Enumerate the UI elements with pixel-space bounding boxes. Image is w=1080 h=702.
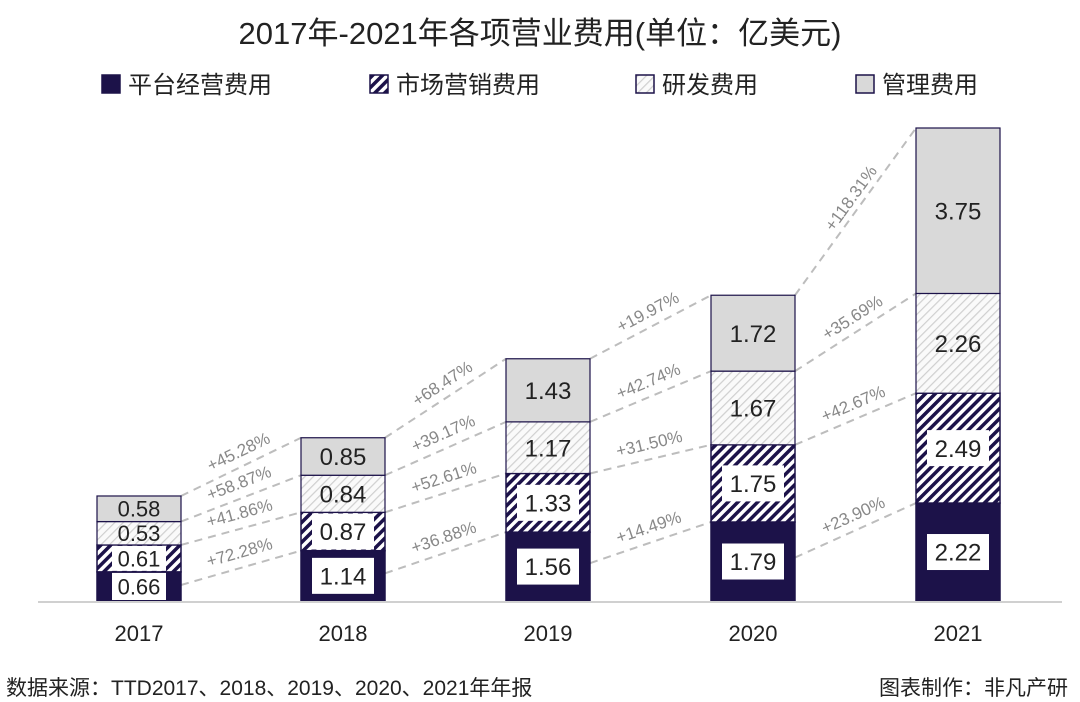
value-label-box: [112, 572, 166, 600]
growth-line: [794, 292, 917, 372]
growth-line: [384, 472, 507, 514]
growth-label: +14.49%: [614, 508, 684, 548]
growth-line: [589, 370, 712, 423]
growth-line: [794, 392, 917, 446]
value-label: 1.79: [730, 549, 777, 576]
value-label: 1.43: [525, 378, 572, 405]
legend-swatch: [855, 74, 875, 94]
value-label: 1.14: [320, 563, 367, 590]
credit-note: 图表制作：非凡产研: [879, 677, 1068, 700]
value-label: 1.33: [525, 490, 572, 517]
value-label-box: [927, 430, 989, 467]
value-label-box: [312, 557, 374, 594]
growth-line: [384, 357, 507, 439]
x-tick-label: 2017: [115, 621, 164, 646]
value-label-box: [722, 543, 784, 580]
bar-segment: [300, 437, 386, 476]
growth-line: [384, 531, 507, 575]
bar-segment: [96, 495, 182, 523]
growth-label: +36.88%: [409, 518, 479, 558]
x-tick-label: 2019: [524, 621, 573, 646]
legend-label: 平台经营费用: [128, 72, 272, 99]
value-label: 1.72: [730, 321, 777, 348]
value-label: 0.85: [320, 444, 367, 471]
value-label-box: [312, 513, 374, 550]
growth-label: +118.31%: [821, 162, 881, 235]
growth-line: [794, 127, 917, 296]
x-tick-label: 2018: [319, 621, 368, 646]
chart-title: 2017年-2021年各项营业费用(单位：亿美元): [239, 16, 842, 51]
growth-label: +19.97%: [614, 288, 683, 336]
growth-line: [180, 511, 302, 546]
growth-label: +35.69%: [819, 291, 886, 343]
growth-label: +68.47%: [409, 357, 476, 410]
value-label: 0.61: [118, 546, 161, 571]
legend-label: 研发费用: [662, 72, 758, 99]
growth-line: [180, 474, 302, 523]
value-label-box: [112, 545, 166, 571]
value-label-box: [927, 534, 989, 571]
value-label-box: [722, 465, 784, 502]
legend-swatch: [369, 74, 389, 94]
value-label: 0.87: [320, 519, 367, 546]
value-label: 2.49: [935, 436, 982, 463]
value-label: 0.58: [118, 497, 161, 522]
growth-label: +31.50%: [614, 427, 684, 461]
x-tick-label: 2020: [729, 621, 778, 646]
value-label: 1.56: [525, 554, 572, 581]
value-label: 2.22: [935, 540, 982, 567]
legend-swatch: [101, 74, 121, 94]
value-label: 0.53: [118, 521, 161, 546]
growth-line: [589, 521, 712, 565]
x-ticks: 2017 2018 2019 2020 2021: [115, 621, 983, 646]
bar-segment: [710, 294, 796, 372]
legend: 平台经营费用 市场营销费用 研发费用 管理费用: [101, 72, 978, 99]
growth-line: [180, 549, 302, 586]
value-label: 2.26: [935, 331, 982, 358]
value-label-box: [517, 484, 579, 521]
legend-swatch: [635, 74, 655, 94]
value-label: 1.67: [730, 396, 777, 423]
value-label: 1.17: [525, 435, 572, 462]
bar-segment: [300, 474, 386, 513]
source-note: 数据来源：TTD2017、2018、2019、2020、2021年年报: [6, 677, 533, 700]
value-label-box: [517, 548, 579, 585]
legend-label: 市场营销费用: [396, 72, 540, 99]
bars: 0.66 0.610.530.58 1.14 0.87 0.84 0.85 1.56 1.33…: [96, 127, 1001, 602]
x-tick-label: 2021: [934, 621, 983, 646]
bar-segment: [915, 292, 1001, 394]
value-label: 1.75: [730, 471, 777, 498]
growth-label: +72.28%: [204, 534, 274, 571]
bar-segment: [915, 127, 1001, 295]
value-label: 0.84: [320, 481, 367, 508]
value-label: 3.75: [935, 198, 982, 225]
bar-segment: [505, 358, 591, 423]
bar-segment: [505, 421, 591, 475]
growth-label: +52.61%: [409, 458, 479, 497]
growth-line: [589, 294, 712, 360]
value-label: 0.66: [118, 574, 161, 599]
legend-label: 管理费用: [882, 72, 978, 99]
growth-line: [589, 443, 712, 475]
